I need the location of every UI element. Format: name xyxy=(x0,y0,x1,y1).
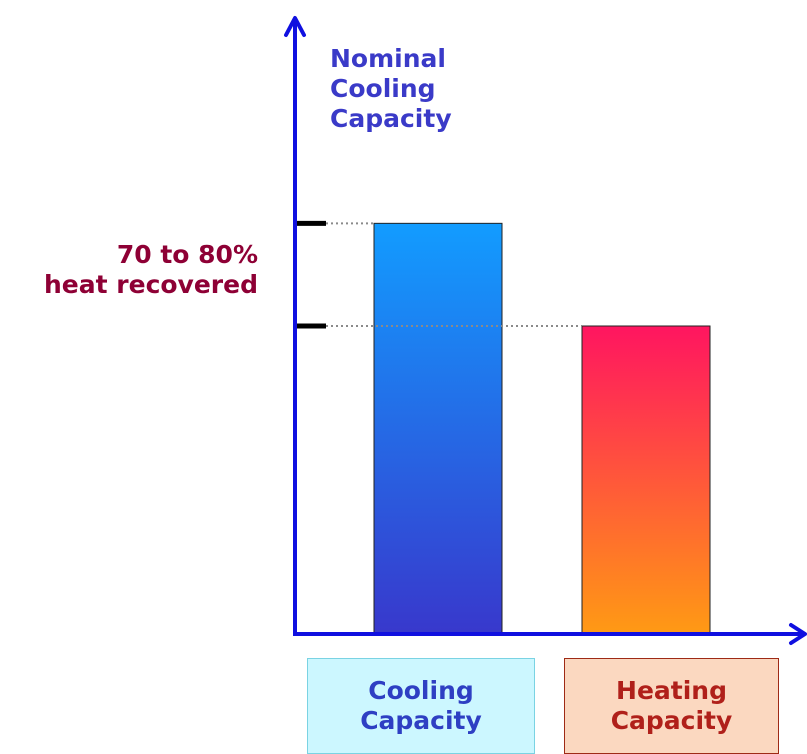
x-axis-arrow-icon xyxy=(789,623,807,645)
heating-capacity-category-text: Heating Capacity xyxy=(610,676,733,735)
y-axis-arrow-icon xyxy=(284,16,306,37)
cooling-capacity-bar xyxy=(373,222,503,635)
cooling-capacity-category-label: Cooling Capacity xyxy=(307,658,535,754)
y-axis-label: Nominal Cooling Capacity xyxy=(330,44,452,133)
y-axis xyxy=(284,16,306,634)
heat-recovered-annotation: 70 to 80% heat recovered xyxy=(44,240,258,299)
x-axis xyxy=(293,623,807,645)
cooling-capacity-category-text: Cooling Capacity xyxy=(360,676,482,735)
heating-capacity-bar xyxy=(581,325,711,635)
heating-capacity-category-label: Heating Capacity xyxy=(564,658,779,754)
